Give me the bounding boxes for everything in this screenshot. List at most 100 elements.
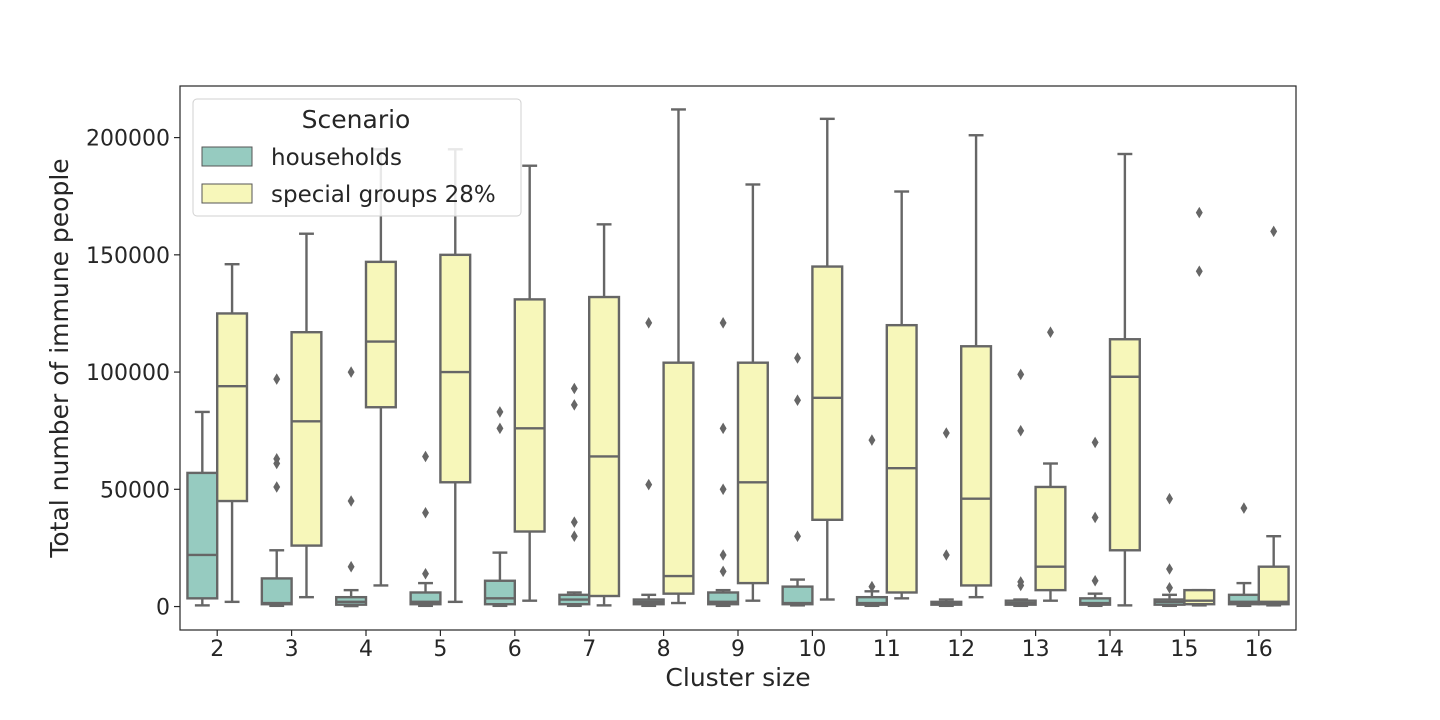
- box-iqr: [260, 577, 293, 606]
- x-tick-label: 10: [798, 637, 826, 662]
- outlier-point: [1166, 492, 1173, 505]
- outlier-point: [347, 560, 355, 573]
- outlier-point: [422, 567, 429, 580]
- outlier-point: [868, 434, 876, 446]
- outlier-point: [273, 373, 281, 385]
- box-households: [707, 317, 740, 608]
- box-iqr: [1257, 565, 1290, 606]
- outlier-point: [570, 516, 578, 528]
- box-iqr: [588, 295, 621, 598]
- x-tick-label: 8: [657, 637, 671, 662]
- box-iqr: [1108, 338, 1141, 552]
- outlier-point: [645, 317, 653, 329]
- y-tick-label: 100000: [86, 361, 170, 386]
- x-tick-label: 11: [873, 637, 901, 662]
- outlier-point: [1047, 326, 1054, 338]
- outlier-point: [1091, 436, 1099, 449]
- box-iqr: [781, 585, 814, 606]
- outlier-point: [1240, 502, 1248, 514]
- outlier-point: [570, 399, 578, 411]
- outlier-point: [868, 580, 876, 593]
- x-tick-label: 15: [1170, 637, 1198, 662]
- box-special-groups-28: [662, 108, 695, 605]
- outlier-point: [794, 394, 801, 406]
- box-iqr: [885, 323, 918, 594]
- outlier-point: [942, 427, 950, 439]
- legend-swatch-special-groups: [201, 183, 253, 204]
- box-households: [632, 317, 665, 608]
- y-tick-label: 0: [156, 596, 170, 621]
- outlier-point: [1270, 225, 1278, 238]
- outlier-point: [570, 382, 578, 395]
- x-tick-label: 16: [1245, 637, 1273, 662]
- box-special-groups-28: [588, 223, 621, 607]
- box-special-groups-28: [290, 232, 323, 599]
- x-tick-label: 6: [508, 637, 522, 662]
- outlier-point: [570, 530, 578, 542]
- box-iqr: [483, 579, 517, 606]
- box-households: [781, 352, 814, 607]
- box-iqr: [439, 253, 472, 484]
- legend: Scenario households special groups 28%: [192, 98, 522, 217]
- box-special-groups-28: [811, 117, 844, 601]
- outlier-point: [347, 495, 355, 507]
- box-special-groups-28: [513, 164, 546, 602]
- box-special-groups-28: [885, 190, 918, 600]
- y-tick-label: 50000: [100, 478, 170, 503]
- outlier-point: [719, 565, 727, 578]
- box-households: [1153, 492, 1186, 608]
- box-households: [1004, 368, 1037, 608]
- box-special-groups-28: [1034, 326, 1067, 602]
- legend-title: Scenario: [302, 105, 411, 134]
- outlier-point: [1166, 563, 1173, 575]
- outlier-point: [1017, 424, 1025, 437]
- outlier-point: [645, 478, 653, 491]
- box-iqr: [215, 312, 249, 503]
- outlier-point: [794, 530, 801, 542]
- box-special-groups-28: [1183, 206, 1216, 607]
- y-axis-label: Total number of immune people: [45, 158, 74, 558]
- ticks-layer: 0 50000 100000 150000 200000 2 3 4 5 6 7 8 9 10 11 12 13…: [86, 127, 1273, 662]
- x-tick-label: 4: [359, 637, 373, 662]
- box-households: [930, 427, 963, 608]
- legend-label-households: households: [271, 145, 402, 171]
- box-iqr: [1079, 597, 1112, 606]
- y-tick-label: 200000: [86, 127, 170, 152]
- boxes-layer: [186, 108, 1290, 608]
- x-tick-label: 12: [947, 637, 975, 662]
- box-iqr: [1034, 485, 1067, 592]
- box-iqr: [1183, 588, 1216, 606]
- box-households: [483, 406, 517, 608]
- box-households: [186, 410, 219, 607]
- box-iqr: [513, 298, 546, 533]
- box-iqr: [186, 471, 219, 600]
- outlier-point: [942, 549, 950, 561]
- box-special-groups-28: [960, 134, 993, 599]
- box-households: [260, 373, 293, 608]
- outlier-point: [1017, 368, 1025, 381]
- outlier-point: [273, 453, 281, 465]
- outlier-point: [422, 450, 429, 463]
- box-iqr: [736, 361, 769, 585]
- outlier-point: [273, 481, 281, 493]
- outlier-point: [1091, 511, 1099, 524]
- legend-label-special-groups: special groups 28%: [271, 182, 496, 208]
- x-tick-label: 9: [731, 637, 745, 662]
- box-households: [855, 434, 888, 608]
- legend-swatch-households: [201, 146, 253, 167]
- box-iqr: [855, 595, 888, 606]
- box-iqr: [811, 265, 844, 521]
- outlier-point: [794, 352, 801, 364]
- box-special-groups-28: [215, 263, 249, 604]
- outlier-point: [422, 506, 429, 519]
- box-special-groups-28: [1108, 152, 1141, 607]
- outlier-point: [1195, 265, 1203, 278]
- outlier-point: [719, 483, 727, 496]
- box-iqr: [662, 361, 695, 595]
- box-iqr: [960, 345, 993, 587]
- x-tick-label: 3: [285, 637, 299, 662]
- outlier-point: [719, 422, 727, 435]
- box-iqr: [364, 260, 397, 409]
- x-tick-label: 13: [1022, 637, 1050, 662]
